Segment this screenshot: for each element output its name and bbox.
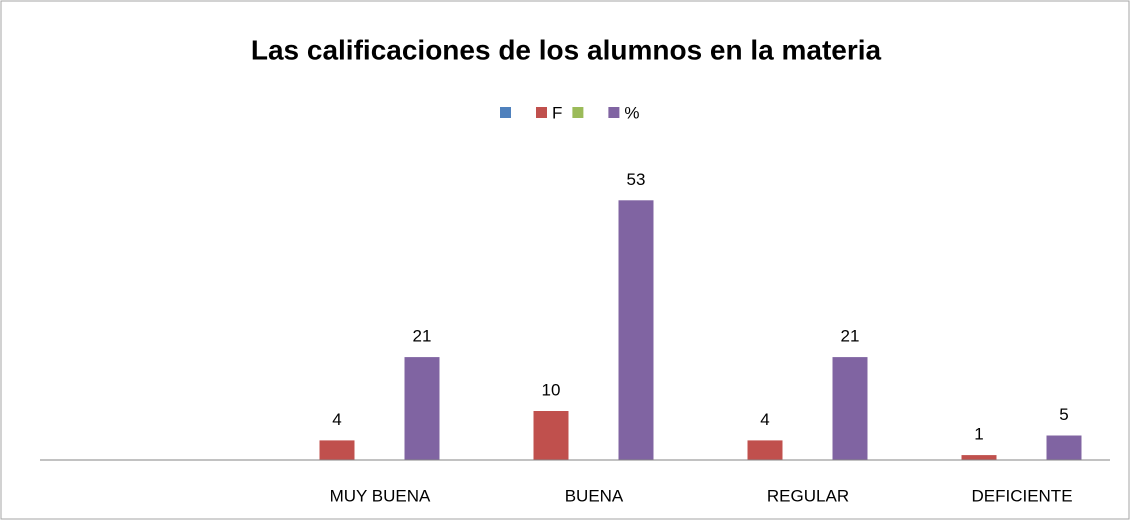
bar [533, 411, 569, 460]
bar [618, 200, 654, 461]
bar [404, 357, 440, 460]
data-label: 5 [1059, 405, 1068, 424]
legend-swatch [572, 107, 584, 118]
chart-title: Las calificaciones de los alumnos en la … [251, 34, 882, 65]
bar [319, 440, 355, 460]
data-label: 21 [413, 327, 432, 346]
data-label: 4 [760, 410, 769, 429]
legend-swatch [500, 107, 511, 118]
data-label: 53 [627, 170, 646, 189]
data-label: 1 [974, 425, 983, 444]
bar [961, 455, 997, 460]
x-tick-label: MUY BUENA [330, 486, 431, 505]
legend-label: F [552, 103, 562, 122]
x-tick-label: REGULAR [767, 486, 849, 505]
bar [832, 357, 868, 460]
legend-swatch [608, 107, 620, 118]
data-label: 10 [542, 380, 561, 399]
legend-swatch [536, 107, 547, 118]
data-label: 21 [841, 327, 860, 346]
legend-label: % [624, 103, 639, 122]
bar [1046, 435, 1082, 460]
x-tick-label: BUENA [565, 486, 624, 505]
data-label: 4 [332, 410, 341, 429]
x-tick-label: DEFICIENTE [971, 486, 1072, 505]
bar [747, 440, 783, 460]
